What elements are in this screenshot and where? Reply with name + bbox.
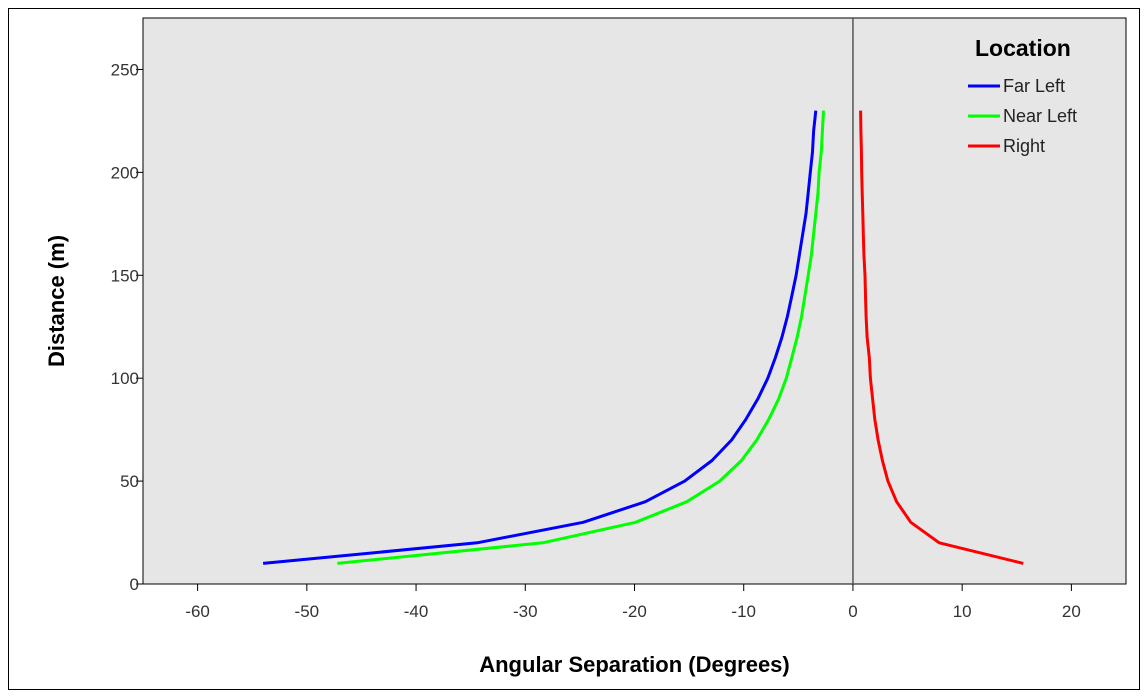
y-tick-label: 250 <box>111 60 139 79</box>
x-tick-label: -30 <box>513 602 538 621</box>
x-axis: -60 -50 -40 -30 -20 -10 0 10 20 <box>185 584 1081 621</box>
series-line-far-left <box>262 110 818 565</box>
y-axis-title: Distance (m) <box>44 235 69 367</box>
legend-title: Location <box>975 35 1071 61</box>
x-tick-label: -10 <box>731 602 756 621</box>
legend-entry-label: Right <box>1003 136 1045 156</box>
series-layer <box>262 110 1024 565</box>
x-axis-title: Angular Separation (Degrees) <box>479 652 790 677</box>
x-tick-label: -60 <box>185 602 210 621</box>
series-line-near-left <box>337 110 825 565</box>
legend-entry-label: Near Left <box>1003 106 1077 126</box>
legend-entry-label: Far Left <box>1003 76 1065 96</box>
plot-area <box>142 17 1127 585</box>
x-tick-label: -40 <box>404 602 429 621</box>
x-tick-label: 0 <box>848 602 857 621</box>
y-tick-label: 200 <box>111 163 139 182</box>
y-tick-label: 150 <box>111 266 139 285</box>
series-line-right <box>859 110 1024 565</box>
x-tick-label: -50 <box>295 602 320 621</box>
y-axis: 0 50 100 150 200 250 <box>111 60 143 594</box>
y-tick-label: 100 <box>111 369 139 388</box>
legend: Location Far Left Near Left Right <box>968 35 1077 156</box>
y-tick-label: 0 <box>130 575 139 594</box>
x-tick-label: -20 <box>622 602 647 621</box>
x-tick-label: 10 <box>953 602 972 621</box>
x-tick-label: 20 <box>1062 602 1081 621</box>
y-tick-label: 50 <box>120 472 139 491</box>
